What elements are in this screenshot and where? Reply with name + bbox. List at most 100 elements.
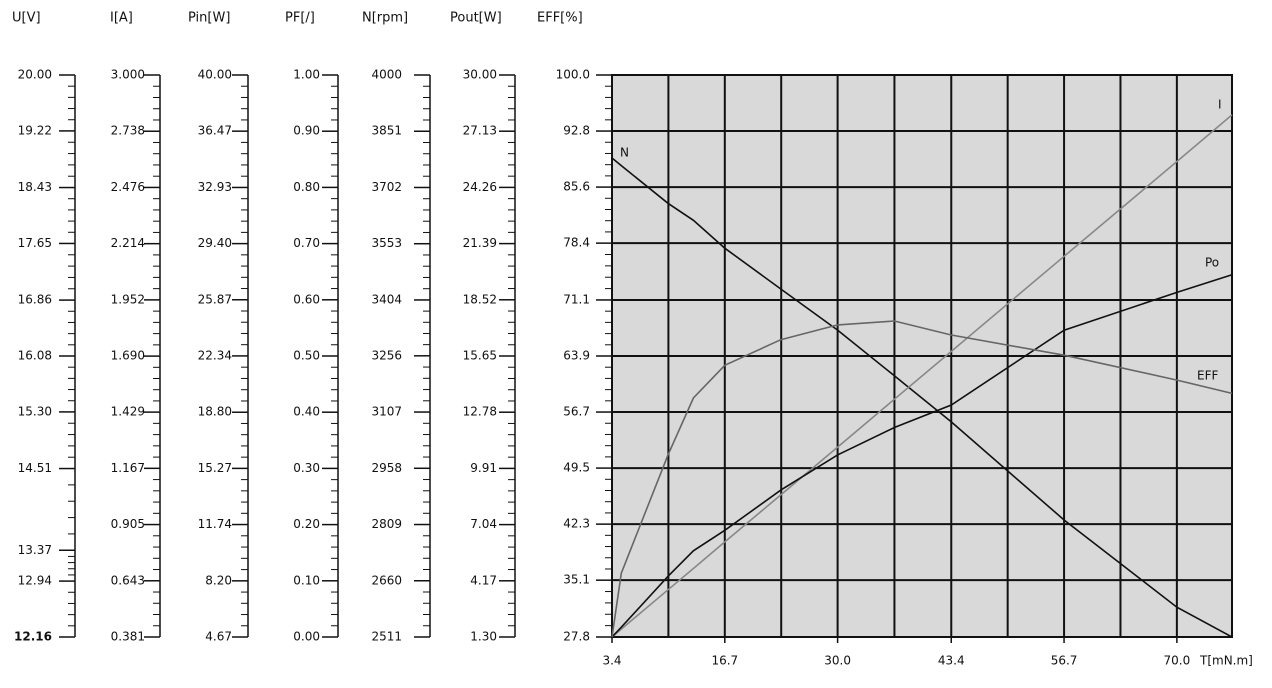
scale-tick-label: 42.3	[563, 517, 590, 531]
scale-tick-label: 71.1	[563, 292, 590, 306]
scale-tick-label: 18.43	[18, 180, 52, 194]
curve	[611, 273, 1233, 638]
scale-tick-label: 100.0	[556, 68, 590, 82]
scale-tick-label: 92.8	[563, 124, 590, 138]
eff-scale-header: EFF[%]	[537, 11, 583, 26]
scale-tick-label: 1.952	[111, 292, 145, 306]
x-tick-label: 70.0	[1164, 654, 1191, 668]
curve	[611, 114, 1233, 638]
scale-tick-label: 3851	[371, 124, 402, 138]
scale-tick-label: 0.90	[293, 124, 320, 138]
scale-tick-label: 15.27	[198, 461, 232, 475]
scale-tick-label: 21.39	[463, 236, 497, 250]
scale-tick-label: 20.00	[18, 68, 52, 82]
scale-tick-label: 8.20	[205, 573, 232, 587]
scale-tick-label: 0.60	[293, 292, 320, 306]
scale-tick-label: 0.905	[111, 517, 145, 531]
scale-header: Pin[W]	[188, 11, 230, 26]
scale-tick-label: 0.381	[111, 630, 145, 644]
scale-header: PF[/]	[285, 11, 315, 26]
curve	[611, 320, 1233, 638]
x-tick-label: 3.4	[602, 654, 621, 668]
scale-tick-label: 35.1	[563, 573, 590, 587]
scale-tick-label: 1.00	[293, 68, 320, 82]
scale-tick-label: 15.65	[463, 349, 497, 363]
scale-tick-label: 7.04	[470, 517, 497, 531]
scale-tick-label: 3702	[371, 180, 402, 194]
scale-tick-label: 19.22	[18, 123, 52, 137]
scale-tick-label: 0.30	[293, 461, 320, 475]
scale-tick-label: 0.20	[293, 517, 320, 531]
scale-tick-label: 17.65	[18, 236, 52, 250]
scale-tick-label: 3107	[371, 405, 402, 419]
scale-tick-label: 2.214	[111, 236, 145, 250]
scale-tick-label: 15.30	[18, 404, 52, 418]
scale-tick-label: 24.26	[463, 180, 497, 194]
curve-label: N	[620, 146, 629, 160]
scale-header: U[V]	[12, 11, 41, 26]
scale-tick-label: 0.70	[293, 236, 320, 250]
scale-tick-label: 40.00	[198, 68, 232, 82]
curve-label: I	[1218, 98, 1222, 112]
scale-tick-label: 16.86	[18, 293, 52, 307]
curve	[611, 157, 1233, 638]
scale-tick-label: 12.78	[463, 405, 497, 419]
scale-tick-label: 14.51	[18, 461, 52, 475]
scale-tick-label: 11.74	[198, 517, 232, 531]
scale-header: N[rpm]	[362, 11, 408, 26]
scale-tick-label: 2.476	[111, 180, 145, 194]
plot-border	[611, 74, 1233, 638]
scale-tick-label: 0.80	[293, 180, 320, 194]
scale-tick-label: 12.16	[14, 630, 52, 644]
scale-tick-label: 13.37	[18, 543, 52, 557]
scale-tick-label: 56.7	[563, 405, 590, 419]
x-tick-label: 30.0	[824, 654, 851, 668]
scale-tick-label: 3553	[371, 236, 402, 250]
scale-tick-label: 4.67	[205, 630, 232, 644]
curve-label: EFF	[1197, 369, 1218, 383]
scale-tick-label: 16.08	[18, 349, 52, 363]
scale-tick-label: 4.17	[470, 573, 497, 587]
scale-tick-label: 27.13	[463, 124, 497, 138]
scale-tick-label: 49.5	[563, 461, 590, 475]
scale-header: Pout[W]	[450, 11, 502, 26]
scale-tick-label: 30.00	[463, 68, 497, 82]
x-tick-label: 56.7	[1051, 654, 1078, 668]
scale-tick-label: 2.738	[111, 124, 145, 138]
scale-tick-label: 3404	[371, 292, 402, 306]
scale-tick-label: 1.429	[111, 405, 145, 419]
scale-tick-label: 25.87	[198, 292, 232, 306]
scale-tick-label: 0.00	[293, 630, 320, 644]
x-tick-label: 16.7	[711, 654, 738, 668]
curve-label: Po	[1205, 256, 1219, 270]
scale-tick-label: 32.93	[198, 180, 232, 194]
scale-tick-label: 18.80	[198, 405, 232, 419]
scale-tick-label: 36.47	[198, 124, 232, 138]
scale-tick-label: 0.40	[293, 405, 320, 419]
scale-tick-label: 2809	[371, 517, 402, 531]
scale-tick-label: 78.4	[563, 236, 590, 250]
scale-tick-label: 2511	[371, 630, 402, 644]
x-axis-label: T[mN.m]	[1199, 654, 1253, 668]
scale-tick-label: 63.9	[563, 349, 590, 363]
scale-tick-label: 2660	[371, 573, 402, 587]
scale-tick-label: 12.94	[18, 574, 52, 588]
scale-tick-label: 18.52	[463, 292, 497, 306]
scale-tick-label: 1.690	[111, 349, 145, 363]
scale-tick-label: 4000	[371, 68, 402, 82]
scale-tick-label: 3256	[371, 348, 402, 362]
scale-tick-label: 9.91	[470, 461, 497, 475]
scale-tick-label: 29.40	[198, 236, 232, 250]
scale-tick-label: 1.30	[470, 630, 497, 644]
x-tick-label: 43.4	[938, 654, 965, 668]
scale-tick-label: 0.50	[293, 349, 320, 363]
scale-tick-label: 27.8	[563, 630, 590, 644]
scale-tick-label: 0.643	[111, 573, 145, 587]
scale-header: I[A]	[110, 11, 133, 26]
scale-tick-label: 85.6	[563, 180, 590, 194]
scale-tick-label: 22.34	[198, 348, 232, 362]
scale-tick-label: 2958	[371, 461, 402, 475]
scale-tick-label: 3.000	[111, 68, 145, 82]
scale-tick-label: 0.10	[293, 573, 320, 587]
